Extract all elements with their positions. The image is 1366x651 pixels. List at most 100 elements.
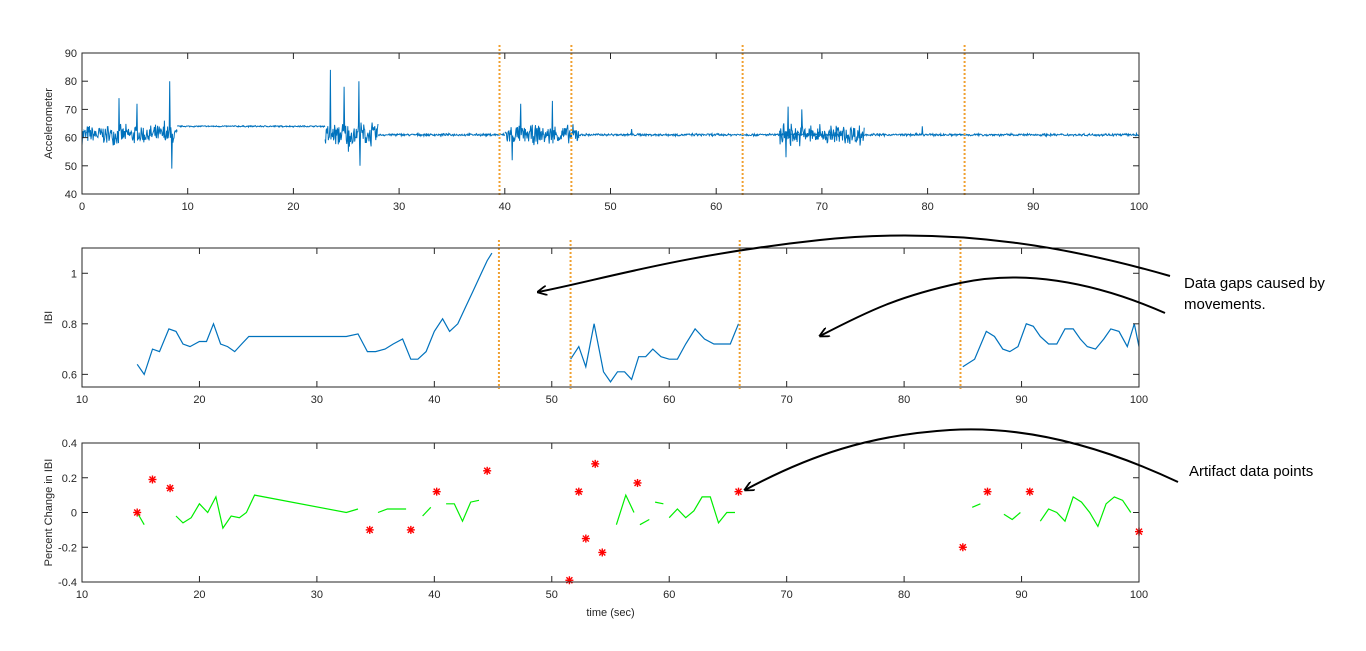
percent-change-line	[654, 501, 664, 505]
xtick-label: 40	[428, 394, 440, 406]
accelerometer-line	[779, 106, 865, 158]
ytick-label: -0.4	[58, 577, 77, 589]
xtick-label: 60	[663, 589, 675, 601]
accelerometer-axes-box	[81, 52, 1140, 195]
data-gaps-line-1: Data gaps caused by	[1184, 275, 1325, 292]
percent-change-ylabel: Percent Change in IBI	[43, 459, 55, 567]
artifact-point	[1025, 487, 1034, 496]
movement-markers	[498, 45, 966, 196]
percent-change-line	[175, 494, 359, 530]
xtick-label: 100	[1130, 589, 1148, 601]
ytick-label: 80	[65, 76, 77, 88]
artifact-point	[598, 548, 607, 557]
percent-change-line	[422, 506, 432, 517]
percent-change-line	[1003, 512, 1021, 521]
artifact-point	[574, 487, 583, 496]
accelerometer-panel: 0 10 20 30 40 50 60 70 80 90 100 40 50 60 70 80 90 Accel…	[43, 45, 1148, 213]
ibi-axes-box	[81, 247, 1140, 388]
ibi-series	[136, 252, 1140, 383]
xtick-label: 70	[816, 201, 828, 213]
xtick-label: 70	[781, 589, 793, 601]
xtick-label: 20	[193, 589, 205, 601]
xtick-label: 30	[393, 201, 405, 213]
percent-change-line	[446, 499, 480, 523]
ibi-movement-markers	[497, 240, 962, 389]
artifact-point	[148, 475, 157, 484]
ibi-line	[136, 252, 493, 376]
accelerometer-line	[863, 126, 1140, 138]
xtick-label: 20	[287, 201, 299, 213]
ytick-label: 1	[71, 268, 77, 280]
xtick-label: 80	[898, 589, 910, 601]
artifact-point	[133, 508, 142, 517]
ytick-label: 0.6	[62, 369, 77, 381]
artifact-point	[432, 487, 441, 496]
ytick-label: 60	[65, 133, 77, 145]
artifact-point	[958, 543, 967, 552]
accelerometer-line	[81, 81, 178, 169]
accelerometer-line	[176, 124, 326, 129]
ibi-line	[570, 323, 740, 383]
percent-change-line	[639, 518, 650, 526]
percent-change-line	[615, 493, 635, 525]
xtick-label: 40	[428, 589, 440, 601]
ytick-label: 0	[71, 508, 77, 520]
percent-change-line	[377, 508, 407, 514]
accelerometer-line	[377, 131, 506, 138]
artifact-point	[633, 478, 642, 487]
xtick-label: 100	[1130, 201, 1148, 213]
ytick-label: 50	[65, 161, 77, 173]
xtick-label: 80	[898, 394, 910, 406]
percent-change-axes-box	[81, 442, 1140, 583]
xtick-label: 50	[546, 394, 558, 406]
ibi-line	[962, 323, 1140, 368]
percent-change-ticks: 10 20 30 40 50 60 70 80 90 100 -0.4 -0.2 0 0.2 0.4	[58, 438, 1148, 601]
ytick-label: 0.4	[62, 438, 77, 450]
ibi-ylabel: IBI	[43, 311, 55, 324]
xtick-label: 60	[663, 394, 675, 406]
annotation-arrows	[538, 234, 1179, 490]
data-gaps-line-2: movements.	[1184, 296, 1266, 313]
gap-arrow-1	[538, 234, 1171, 292]
artifact-point	[581, 534, 590, 543]
xtick-label: 10	[76, 394, 88, 406]
xtick-label: 90	[1015, 394, 1027, 406]
xtick-label: 0	[79, 201, 85, 213]
artifact-annotation: Artifact data points	[1189, 461, 1313, 482]
artifact-point	[983, 487, 992, 496]
artifact-label: Artifact data points	[1189, 463, 1314, 480]
ytick-label: 0.2	[62, 473, 77, 485]
xtick-label: 100	[1130, 394, 1148, 406]
xtick-label: 60	[710, 201, 722, 213]
accelerometer-ticks: 0 10 20 30 40 50 60 70 80 90 100 40 50 60 70 80 90	[65, 48, 1148, 213]
artifact-point	[591, 459, 600, 468]
data-gaps-annotation: Data gaps caused by movements.	[1184, 273, 1325, 315]
ytick-label: 0.8	[62, 319, 77, 331]
artifact-point	[406, 525, 415, 534]
xtick-label: 50	[604, 201, 616, 213]
xtick-label: 20	[193, 394, 205, 406]
accelerometer-line	[324, 69, 379, 166]
ytick-label: -0.2	[58, 542, 77, 554]
time-xlabel: time (sec)	[586, 607, 634, 619]
xtick-label: 70	[781, 394, 793, 406]
accelerometer-series	[81, 69, 1140, 169]
percent-change-line	[971, 503, 981, 508]
xtick-label: 30	[311, 589, 323, 601]
artifact-point	[734, 487, 743, 496]
percent-change-series	[136, 493, 1132, 530]
percent-change-panel: 10 20 30 40 50 60 70 80 90 100 -0.4 -0.2 0 0.2 0.4 Per…	[43, 438, 1148, 619]
artifact-point	[166, 484, 175, 493]
ibi-panel: 10 20 30 40 50 60 70 80 90 100 0.6 0.8 1 IBI	[43, 240, 1148, 406]
percent-change-line	[668, 496, 735, 525]
artifact-point	[565, 576, 574, 585]
accelerometer-line	[504, 100, 580, 161]
artifact-point	[483, 466, 492, 475]
ytick-label: 40	[65, 189, 77, 201]
artifact-point	[365, 525, 374, 534]
xtick-label: 30	[311, 394, 323, 406]
gap-arrow-2	[820, 276, 1166, 336]
xtick-label: 80	[921, 201, 933, 213]
xtick-label: 90	[1027, 201, 1039, 213]
